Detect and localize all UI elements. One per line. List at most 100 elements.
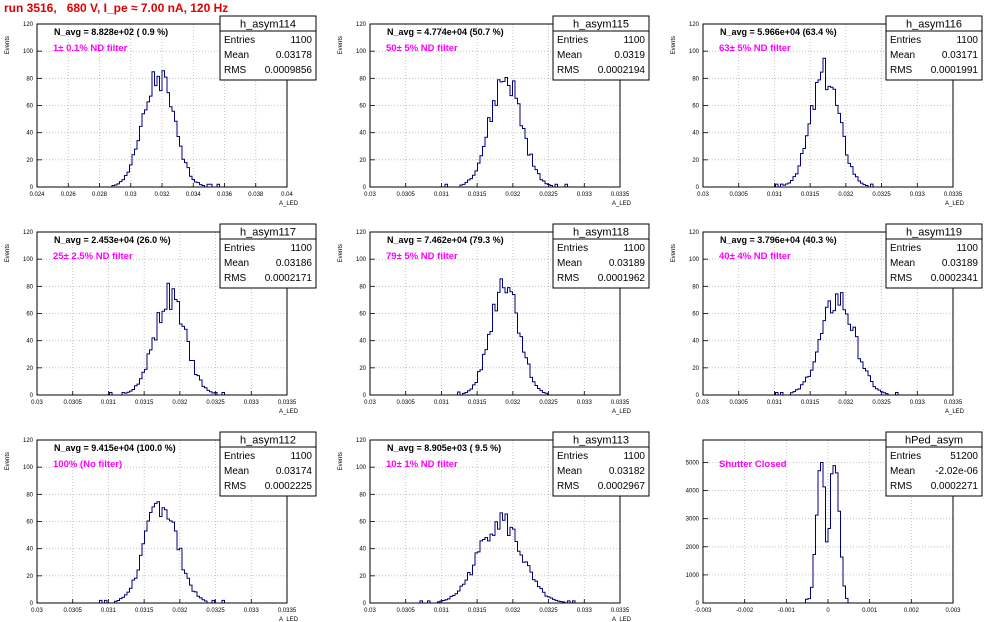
y-axis-label: Events — [671, 36, 677, 54]
stats-label-entries: Entries — [890, 451, 921, 462]
x-tick-label: 0.03 — [31, 608, 43, 614]
stats-value-rms: 0.0002341 — [931, 273, 979, 284]
y-tick-label: 80 — [359, 76, 366, 82]
histogram-panel-h-asym118: 0.03 0.0305 0.031 0.0315 0.032 0.0325 0.033 0.0… — [333, 222, 663, 429]
histogram-svg: 0.03 0.0305 0.031 0.0315 0.032 0.0325 0.033 0.0… — [671, 15, 983, 207]
x-axis-label: A_LED — [612, 201, 632, 207]
y-tick-label: 60 — [692, 312, 699, 318]
x-tick-label: 0.033 — [577, 608, 593, 614]
x-axis-label: A_LED — [945, 201, 965, 207]
x-axis-label: A_LED — [279, 617, 299, 622]
y-tick-label: 40 — [359, 547, 366, 553]
y-tick-label: 100 — [356, 257, 367, 263]
x-tick-label: 0.0335 — [944, 192, 963, 198]
y-tick-label: 0 — [696, 393, 700, 399]
x-tick-label: 0.0305 — [397, 608, 416, 614]
x-tick-label: 0.0315 — [135, 400, 154, 406]
x-tick-label: 0.03 — [364, 400, 376, 406]
plot-frame — [702, 23, 954, 188]
stats-value-rms: 0.0002225 — [265, 481, 313, 492]
filter-label: 1± 0.1% ND filter — [53, 43, 128, 54]
histogram-panel-h-asym116: 0.03 0.0305 0.031 0.0315 0.032 0.0325 0.033 0.0… — [666, 14, 996, 221]
y-axis-label: Events — [5, 244, 11, 262]
y-axis-label: Events — [671, 244, 677, 262]
n-avg-label: N_avg = 2.453e+04 (26.0 %) — [54, 235, 171, 245]
x-tick-label: 0.0315 — [468, 400, 487, 406]
stats-label-mean: Mean — [557, 258, 582, 269]
stats-title: h_asym119 — [906, 227, 962, 239]
x-tick-label: 0.0305 — [730, 400, 749, 406]
x-tick-label: 0.033 — [577, 192, 593, 198]
x-tick-label: 0.0315 — [135, 608, 154, 614]
stats-value-mean: 0.03186 — [276, 258, 313, 269]
stats-value-mean: 0.03171 — [942, 50, 979, 61]
stats-value-entries: 1100 — [290, 451, 312, 462]
y-tick-label: 120 — [356, 230, 367, 236]
stats-label-mean: Mean — [224, 50, 249, 61]
x-tick-label: 0.0315 — [801, 192, 820, 198]
y-tick-label: 120 — [356, 22, 367, 28]
stats-value-mean: -2.02e-06 — [935, 466, 978, 477]
x-tick-label: 0.0335 — [611, 608, 630, 614]
histogram-panel-h-asym115: 0.03 0.0305 0.031 0.0315 0.032 0.0325 0.033 0.0… — [333, 14, 663, 221]
stats-label-entries: Entries — [557, 243, 588, 254]
x-tick-label: 0.031 — [434, 192, 450, 198]
x-tick-label: 0 — [826, 608, 830, 614]
stats-label-mean: Mean — [557, 50, 582, 61]
stats-value-rms: 0.0001991 — [931, 65, 979, 76]
x-tick-label: 0.03 — [697, 192, 709, 198]
y-tick-label: 60 — [359, 312, 366, 318]
stats-label-rms: RMS — [557, 65, 580, 76]
x-tick-label: 0.0335 — [278, 400, 297, 406]
stats-label-rms: RMS — [224, 481, 247, 492]
filter-label: Shutter Closed — [719, 459, 787, 470]
x-tick-label: 0.038 — [248, 192, 264, 198]
x-tick-label: 0.033 — [910, 192, 926, 198]
plot-frame — [369, 439, 621, 604]
histogram-panel-h-asym114: 0.024 0.026 0.028 0.03 0.032 0.034 0.036 0.038 0… — [0, 14, 330, 221]
x-tick-label: 0.0305 — [64, 400, 83, 406]
y-tick-label: 80 — [26, 492, 33, 498]
stats-value-mean: 0.03174 — [276, 466, 313, 477]
y-tick-label: 20 — [692, 366, 699, 372]
stats-box: h_asym117 Entries 1100 Mean 0.03186 RMS 0.0002… — [219, 223, 317, 289]
y-tick-label: 2000 — [686, 545, 700, 551]
x-tick-label: 0.0325 — [539, 400, 558, 406]
x-axis-label: A_LED — [612, 409, 632, 415]
y-tick-label: 100 — [23, 49, 34, 55]
x-tick-label: 0.0325 — [206, 400, 225, 406]
x-tick-label: 0.031 — [434, 400, 450, 406]
stats-box: h_asym118 Entries 1100 Mean 0.03189 RMS 0.0001… — [552, 223, 650, 289]
histogram-series — [703, 292, 953, 396]
stats-box: h_asym115 Entries 1100 Mean 0.0319 RMS 0.00021… — [552, 15, 650, 81]
stats-value-mean: 0.0319 — [614, 50, 645, 61]
n-avg-label: N_avg = 7.462e+04 (79.3 %) — [387, 235, 504, 245]
plot-frame — [36, 23, 288, 188]
y-tick-label: 40 — [692, 339, 699, 345]
filter-label: 40± 4% ND filter — [719, 251, 791, 262]
histogram-panel-hped-asym: -0.003 -0.002 -0.001 0 0.001 0.002 0.003 0 1000 2… — [666, 430, 996, 622]
histogram-series — [37, 282, 287, 396]
x-tick-label: 0.024 — [29, 192, 45, 198]
stats-value-mean: 0.03189 — [942, 258, 979, 269]
x-tick-label: 0.026 — [61, 192, 77, 198]
x-tick-label: 0.033 — [244, 608, 260, 614]
x-tick-label: 0.0335 — [611, 400, 630, 406]
y-tick-label: 60 — [26, 104, 33, 110]
x-tick-label: 0.03 — [364, 192, 376, 198]
x-tick-label: 0.002 — [904, 608, 920, 614]
n-avg-label: N_avg = 3.796e+04 (40.3 %) — [720, 235, 837, 245]
x-tick-label: 0.0305 — [397, 400, 416, 406]
y-axis-label: Events — [338, 452, 344, 470]
stats-title: h_asym118 — [573, 227, 629, 239]
stats-label-entries: Entries — [890, 35, 921, 46]
x-tick-label: 0.04 — [281, 192, 293, 198]
plot-frame — [36, 231, 288, 396]
histogram-series — [37, 70, 287, 188]
y-tick-label: 60 — [26, 312, 33, 318]
y-tick-label: 20 — [359, 366, 366, 372]
y-tick-label: 120 — [356, 438, 367, 444]
stats-value-rms: 0.0002967 — [598, 481, 646, 492]
x-tick-label: 0.0325 — [539, 192, 558, 198]
y-tick-label: 120 — [23, 22, 34, 28]
